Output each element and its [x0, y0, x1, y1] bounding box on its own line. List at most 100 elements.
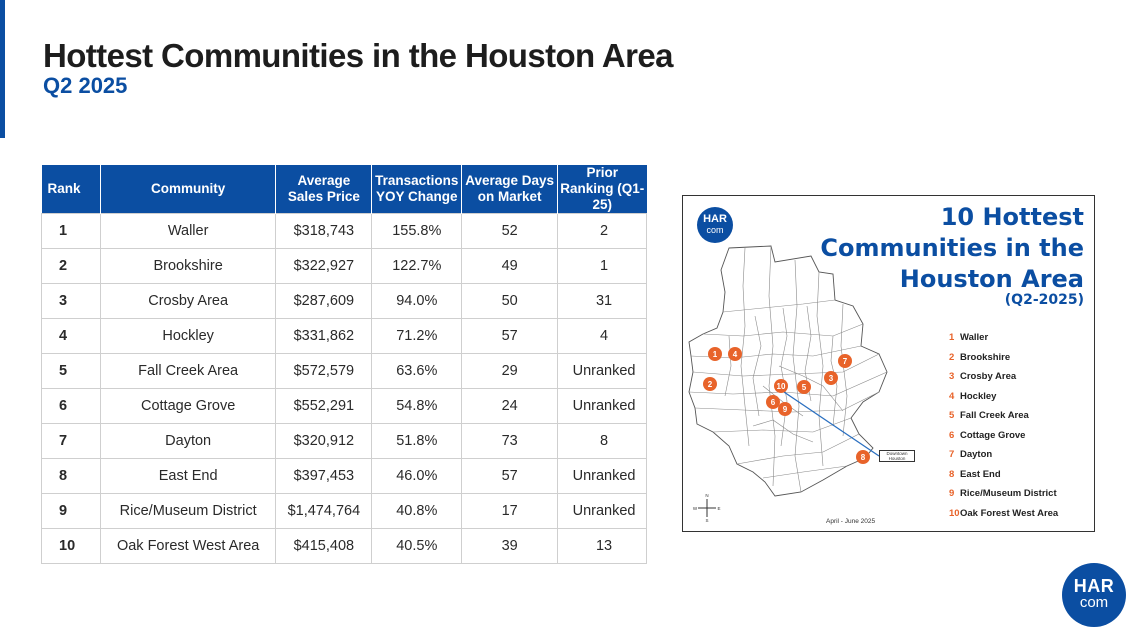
cell-yoy: 122.7% [371, 248, 463, 284]
table-row: 4 Hockley $331,862 71.2% 57 4 [41, 318, 647, 354]
svg-text:N: N [705, 493, 708, 498]
legend-item: 10Oak Forest West Area [949, 507, 1059, 519]
cell-price: $320,912 [275, 423, 373, 459]
svg-text:6: 6 [771, 398, 776, 407]
svg-text:3: 3 [829, 374, 834, 383]
map-marker-4: 4 [728, 347, 742, 361]
legend-item: 3 Crosby Area [949, 371, 1017, 382]
cell-days: 39 [461, 528, 559, 564]
downtown-pointer-line [780, 389, 880, 457]
legend-item: 5 Fall Creek Area [949, 410, 1029, 421]
cell-days: 57 [461, 458, 559, 494]
downtown-houston-label: Downtown Houston [879, 450, 915, 462]
har-logo[interactable]: HAR com [1062, 563, 1126, 627]
cell-yoy: 63.6% [371, 353, 463, 389]
cell-yoy: 40.8% [371, 493, 463, 529]
map-marker-6: 6 [766, 395, 780, 409]
cell-rank: 5 [41, 353, 101, 389]
cell-rank: 9 [41, 493, 101, 529]
cell-days: 73 [461, 423, 559, 459]
cell-rank: 3 [41, 283, 101, 319]
map-marker-2: 2 [703, 377, 717, 391]
cell-price: $331,862 [275, 318, 373, 354]
table-body: 1 Waller $318,743 155.8% 52 2 2 Brookshi… [41, 213, 647, 564]
table-row: 3 Crosby Area $287,609 94.0% 50 31 [41, 283, 647, 319]
har-logo-text: HAR [1073, 576, 1115, 596]
cell-yoy: 40.5% [371, 528, 463, 564]
cell-price: $1,474,764 [275, 493, 373, 529]
svg-text:9: 9 [783, 405, 788, 414]
svg-text:S: S [705, 518, 708, 523]
legend-item: 7 Dayton [949, 449, 993, 460]
cell-prior: 8 [557, 423, 647, 459]
page-subtitle: Q2 2025 [43, 73, 128, 98]
cell-yoy: 51.8% [371, 423, 463, 459]
compass-rose-icon: N S E W [693, 493, 721, 523]
cell-yoy: 46.0% [371, 458, 463, 494]
map-marker-5: 5 [797, 380, 811, 394]
map-title: 10 Hottest Communities in the Houston Ar… [820, 203, 1084, 293]
har-logo-text: HAR [703, 213, 727, 225]
map-boundaries [688, 245, 888, 493]
cell-prior: Unranked [557, 493, 647, 529]
legend-item: 8 East End [949, 468, 1001, 480]
cell-community: Fall Creek Area [99, 353, 277, 389]
cell-days: 50 [461, 283, 559, 319]
svg-text:4: 4 [733, 350, 738, 359]
cell-yoy: 54.8% [371, 388, 463, 424]
cell-days: 57 [461, 318, 559, 354]
page-title: Hottest Communities in the Houston Area [43, 37, 674, 74]
legend-item: 1 Waller [949, 332, 989, 343]
cell-community: Brookshire [99, 248, 277, 284]
cell-rank: 8 [41, 458, 101, 494]
cell-price: $322,927 [275, 248, 373, 284]
cell-community: Cottage Grove [99, 388, 277, 424]
map-marker-1: 1 [708, 347, 722, 361]
map-region-outline [688, 245, 888, 497]
map-marker-8: 8 [856, 450, 870, 464]
svg-text:8: 8 [861, 453, 866, 462]
houston-area-map: 1 4 2 7 3 10 5 6 9 8 N S E W [688, 245, 888, 523]
cell-price: $397,453 [275, 458, 373, 494]
har-logo-sub: com [1079, 594, 1109, 611]
svg-text:2: 2 [708, 380, 713, 389]
svg-text:5: 5 [802, 383, 807, 392]
cell-yoy: 155.8% [371, 213, 463, 249]
cell-prior: 2 [557, 213, 647, 249]
cell-days: 52 [461, 213, 559, 249]
cell-yoy: 94.0% [371, 283, 463, 319]
cell-price: $552,291 [275, 388, 373, 424]
svg-text:E: E [717, 506, 720, 511]
svg-text:W: W [693, 506, 698, 511]
cell-community: Hockley [99, 318, 277, 354]
cell-prior: 4 [557, 318, 647, 354]
communities-table: Rank Community Average Sales Price Trans… [41, 165, 647, 564]
table-row: 10 Oak Forest West Area $415,408 40.5% 3… [41, 528, 647, 564]
table-row: 5 Fall Creek Area $572,579 63.6% 29 Unra… [41, 353, 647, 389]
col-header-avg-price: Average Sales Price [275, 165, 373, 214]
map-marker-10: 10 [774, 379, 788, 393]
har-logo-sub: com [706, 225, 724, 235]
cell-price: $318,743 [275, 213, 373, 249]
cell-community: East End [99, 458, 277, 494]
cell-community: Waller [99, 213, 277, 249]
cell-rank: 2 [41, 248, 101, 284]
cell-rank: 4 [41, 318, 101, 354]
cell-community: Oak Forest West Area [99, 528, 277, 564]
hottest-communities-map-card: 1 4 2 7 3 10 5 6 9 8 N S E W HAR com 10 … [682, 195, 1095, 532]
col-header-days: Average Days on Market [461, 165, 559, 214]
svg-text:7: 7 [843, 357, 848, 366]
legend-item: 2 Brookshire [949, 351, 1011, 363]
table-row: 2 Brookshire $322,927 122.7% 49 1 [41, 248, 647, 284]
legend-item: 6 Cottage Grove [949, 429, 1026, 441]
cell-yoy: 71.2% [371, 318, 463, 354]
cell-community: Rice/Museum District [99, 493, 277, 529]
legend-item: 9 Rice/Museum District [949, 488, 1057, 499]
map-footer-date: April - June 2025 [826, 518, 876, 525]
cell-prior: 13 [557, 528, 647, 564]
cell-price: $415,408 [275, 528, 373, 564]
map-marker-3: 3 [824, 371, 838, 385]
har-logo-small: HAR com [697, 207, 733, 243]
cell-prior: Unranked [557, 388, 647, 424]
cell-price: $572,579 [275, 353, 373, 389]
